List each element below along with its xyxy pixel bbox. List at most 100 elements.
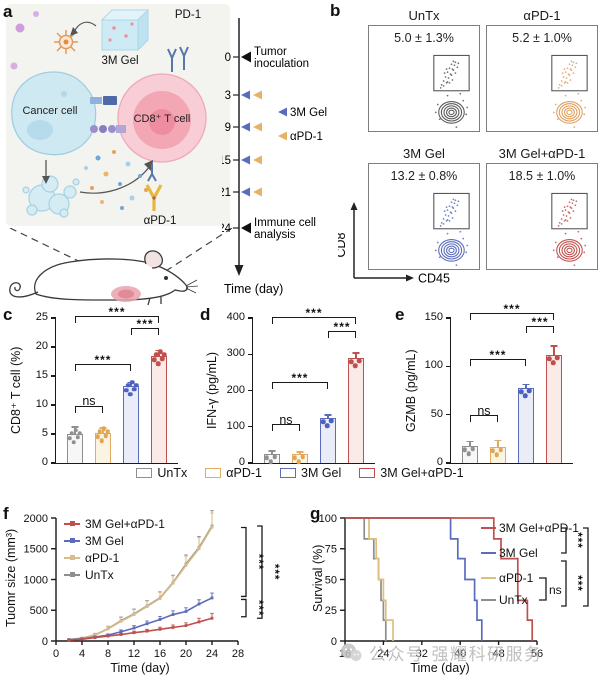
error-bar — [522, 383, 530, 388]
significance-bracket: *** — [74, 354, 132, 372]
legend-apd1-marker — [278, 131, 287, 141]
antibody-icon — [145, 184, 163, 211]
event-analysis-line2: analysis — [254, 229, 296, 241]
y-tick — [51, 317, 56, 319]
significance-bracket: *** — [271, 372, 329, 390]
svg-text:50: 50 — [325, 574, 337, 586]
legend-item-apd1: αPD-1 — [205, 466, 262, 480]
day-9: 9 — [225, 122, 231, 134]
bar-αPD-1 — [292, 453, 308, 463]
milestone-marker — [241, 222, 251, 234]
significance-bracket: ns — [74, 395, 103, 413]
error-bar — [466, 440, 474, 446]
replicate-dot — [292, 455, 298, 461]
flow-plot-title: αPD-1 — [523, 8, 561, 23]
flow-contour-graphic — [433, 54, 470, 128]
y-tick-label: 10 — [35, 398, 48, 410]
legend-swatch — [205, 468, 222, 478]
timeline-axis-label: Time (day) — [224, 282, 283, 296]
replicate-dot — [161, 352, 167, 357]
y-tick — [248, 389, 253, 392]
replicate-dot — [131, 387, 137, 392]
y-tick — [248, 426, 253, 428]
svg-text:0: 0 — [53, 648, 59, 660]
legend-label: 3M Gel+αPD-1 — [380, 466, 464, 480]
gel-cube-icon — [100, 8, 150, 52]
significance-bracket: ns — [271, 414, 300, 432]
significance-bracket: *** — [74, 306, 160, 323]
y-tick — [446, 413, 451, 416]
legend-gel-marker — [278, 107, 287, 117]
flow-percentage: 5.2 ± 1.0% — [512, 31, 572, 45]
significance-bracket: *** — [469, 303, 555, 320]
y-tick-label: 300 — [226, 347, 245, 360]
e-plot-area: 0 50 100 150 ns *** *** *** — [425, 303, 573, 468]
significance-bracket: *** — [328, 321, 357, 338]
replicate-dot — [300, 454, 306, 460]
flow-plot-frame: 5.0 ± 1.3% — [368, 25, 480, 132]
y-tick — [446, 462, 451, 464]
replicate-dot — [348, 359, 354, 365]
cytokine-dots — [84, 150, 148, 210]
group-legend: UnTx αPD-1 3M Gel 3M Gel+αPD-1 — [0, 466, 600, 480]
c-y-axis-label: CD8⁺ T cell (%) — [9, 346, 23, 435]
tcr-receptor-icon — [147, 164, 157, 182]
y-tick-label: 200 — [226, 383, 245, 396]
svg-text:ns: ns — [549, 583, 562, 597]
flow-plot-frame: 13.2 ± 0.8% — [368, 163, 480, 270]
day-0: 0 — [225, 52, 231, 64]
tumor-growth-chart: 0 500 1000 1500 2000 0 4 8 12 16 20 24 28 *** *** *** — [24, 510, 280, 660]
replicate-dot — [151, 357, 157, 362]
legend-item-gel-apd1: 3M Gel+αPD-1 — [359, 466, 464, 480]
c-plot-area: 0 5 10 15 20 25 ns *** *** *** — [36, 306, 178, 468]
legend-swatch — [136, 468, 153, 478]
svg-text:αPD-1: αPD-1 — [499, 571, 534, 585]
y-tick — [446, 317, 451, 319]
replicate-dot — [550, 360, 556, 365]
wechat-icon — [341, 643, 362, 661]
replicate-dot — [518, 389, 524, 394]
day-3: 3 — [225, 90, 231, 102]
panel-b-letter: b — [330, 1, 341, 20]
replicate-dot — [99, 438, 105, 444]
bar-UnTx — [66, 434, 83, 463]
event-tumor-line2: inoculation — [254, 58, 309, 70]
y-tick — [248, 353, 253, 355]
y-tick-label: 20 — [35, 340, 48, 352]
svg-text:***: *** — [593, 559, 600, 575]
svg-text:28: 28 — [232, 648, 244, 660]
event-analysis-line1: Immune cell — [254, 217, 316, 229]
flow-contour-graphic — [551, 54, 588, 128]
d-plot-area: 0 100 200 300 400 ns *** *** *** — [227, 307, 375, 468]
svg-text:4: 4 — [79, 648, 85, 660]
replicate-dot — [159, 356, 165, 361]
flow-contour-graphic — [551, 192, 588, 266]
apoptotic-cell-icon — [22, 175, 80, 218]
replicate-dot — [328, 418, 334, 423]
replicate-dot — [129, 380, 135, 385]
bar-3M Gel — [518, 387, 534, 463]
y-tick — [51, 404, 56, 406]
milestone-marker — [241, 51, 251, 63]
svg-text:0: 0 — [331, 636, 337, 648]
schematic-illustration: 3M Gel PD-1 Cancer cell CD8⁺ T cell — [6, 4, 230, 227]
panel-e-letter: e — [395, 305, 405, 324]
significance-label: *** — [108, 304, 126, 319]
error-bar — [550, 345, 558, 355]
replicate-dot — [97, 429, 103, 435]
f-y-axis-label: Tuomr size (mm³) — [4, 528, 18, 628]
svg-text:***: *** — [252, 600, 264, 616]
significance-label: *** — [333, 319, 351, 334]
legend-swatch — [359, 468, 376, 478]
event-tumor-line1: Tumor — [254, 46, 287, 58]
legend-label: 3M Gel — [301, 466, 342, 480]
y-tick — [51, 433, 56, 435]
svg-text:500: 500 — [30, 605, 48, 617]
replicate-dot — [73, 427, 79, 433]
pd1-receptor-icon — [167, 46, 189, 72]
replicate-dot — [554, 355, 560, 360]
replicate-dot — [67, 435, 73, 441]
svg-text:24: 24 — [377, 648, 389, 660]
legend-gel-label: 3M Gel — [290, 107, 327, 119]
flow-axes: CD8 CD45 — [338, 202, 450, 286]
